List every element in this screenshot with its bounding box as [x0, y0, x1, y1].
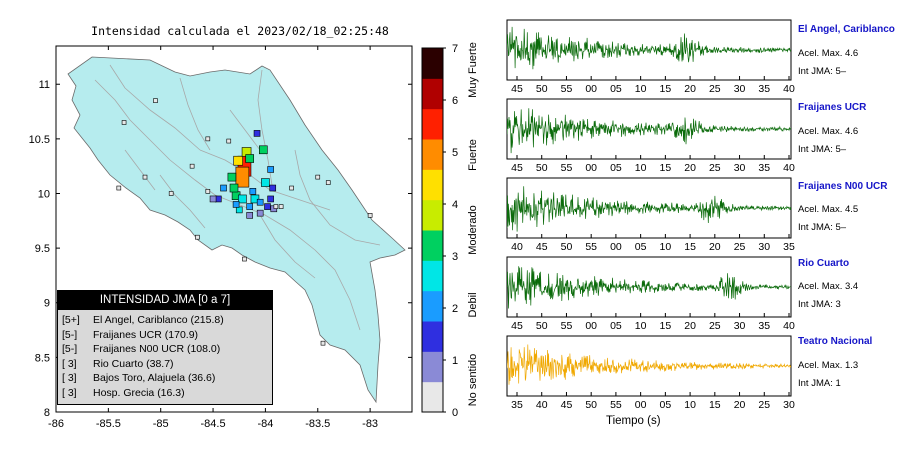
intensity-point	[153, 98, 158, 103]
intensity-point	[256, 209, 264, 217]
legend-row: [5-] Fraijanes UCR (170.9)	[62, 328, 272, 343]
intensity-point	[249, 188, 257, 195]
intensity-point	[315, 174, 321, 180]
intensity-point	[116, 185, 122, 191]
legend-station: Rio Cuarto (38.7)	[93, 357, 174, 370]
intensity-point	[273, 204, 279, 209]
intensity-point	[229, 183, 239, 193]
legend-row: [ 3] Hosp. Grecia (16.3)	[62, 386, 272, 401]
intensity-point	[269, 184, 277, 192]
map-y-tick-label: 8.5	[35, 352, 50, 364]
legend-level: [5-]	[62, 328, 78, 341]
intensity-point	[242, 256, 247, 262]
intensity-point	[205, 136, 211, 142]
intensity-point	[168, 191, 174, 196]
map-y-tick-label: 10.5	[29, 134, 50, 146]
intensity-point	[142, 174, 148, 180]
legend-station: Fraijanes N00 UCR (108.0)	[93, 343, 221, 356]
intensity-point	[325, 180, 331, 185]
intensity-point	[205, 189, 211, 194]
station-acel: Acel. Max. 4.6	[798, 48, 859, 59]
legend-station: Bajos Toro, Alajuela (36.6)	[93, 372, 216, 385]
intensity-point	[209, 195, 217, 203]
station-name: Fraijanes UCR	[798, 102, 867, 113]
intensity-point	[227, 172, 237, 182]
intensity-point	[246, 203, 254, 210]
legend-title: INTENSIDAD JMA [0 a 7]	[58, 291, 272, 310]
intensity-point	[267, 195, 274, 203]
map-title: Intensidad calculada el 2023/02/18_02:25…	[91, 24, 389, 38]
intensity-point	[121, 120, 127, 125]
intensity-point	[246, 212, 254, 219]
map-y-tick-label: 10	[38, 188, 50, 200]
intensity-point	[320, 340, 326, 346]
station-acel: Acel. Max. 4.5	[798, 204, 859, 215]
legend-row: [5+] El Angel, Cariblanco (215.8)	[62, 313, 272, 328]
map-x-tick-label: -83.5	[305, 418, 330, 430]
map-y-tick-label: 8	[44, 407, 50, 419]
station-jma: Int JMA: 5–	[798, 66, 847, 77]
legend-level: [5+]	[62, 314, 80, 326]
intensity-point	[261, 178, 270, 187]
costa-rica-landmass	[67, 56, 406, 404]
station-name: El Angel, Cariblanco	[798, 24, 895, 35]
intensity-point	[226, 138, 232, 144]
waveform-xlabel: Tiempo (s)	[606, 415, 661, 427]
intensity-point	[220, 184, 227, 192]
intensity-legend: INTENSIDAD JMA [0 a 7] [5+] El Angel, Car…	[57, 290, 273, 405]
station-acel: Acel. Max. 1.3	[798, 360, 859, 371]
map-y-tick-label: 11	[39, 79, 50, 91]
map-y-tick-label: 9.5	[35, 243, 50, 255]
map-x-tick-label: -86	[48, 418, 64, 430]
intensity-point	[264, 203, 271, 210]
legend-level: [ 3]	[62, 372, 77, 385]
intensity-point	[259, 145, 268, 155]
map-x-tick-label: -85.5	[96, 418, 121, 430]
legend-level: [5-]	[62, 343, 78, 356]
station-name: Rio Cuarto	[798, 258, 850, 269]
station-jma: Int JMA: 1	[798, 378, 841, 389]
map-x-tick-label: -84	[257, 418, 273, 430]
legend-station: Hosp. Grecia (16.3)	[93, 386, 185, 399]
intensity-point	[289, 185, 294, 191]
intensity-point	[238, 194, 247, 204]
map-x-tick-label: -84.5	[201, 418, 226, 430]
legend-level: [ 3]	[62, 386, 77, 399]
map-y-tick-label: 9	[44, 298, 50, 310]
intensity-point	[256, 198, 264, 206]
legend-station: El Angel, Cariblanco (215.8)	[93, 314, 224, 326]
intensity-point	[253, 130, 261, 137]
intensity-point	[278, 204, 284, 209]
legend-row: [ 3] Bajos Toro, Alajuela (36.6)	[62, 371, 272, 386]
station-jma: Int JMA: 3	[798, 299, 841, 310]
station-name: Fraijanes N00 UCR	[798, 181, 888, 192]
station-jma: Int JMA: 5–	[798, 222, 847, 233]
intensity-points	[116, 98, 373, 346]
legend-level: [ 3]	[62, 357, 77, 370]
intensity-point	[232, 201, 240, 208]
intensity-point	[195, 234, 200, 240]
intensity-point	[245, 154, 255, 163]
legend-row: [5-] Fraijanes N00 UCR (108.0)	[62, 342, 272, 357]
station-jma: Int JMA: 5–	[798, 144, 847, 155]
intensity-point	[235, 206, 243, 214]
intensity-point	[233, 155, 243, 166]
station-name: Teatro Nacional	[798, 336, 873, 347]
station-acel: Acel. Max. 3.4	[798, 281, 859, 292]
intensity-point	[367, 213, 373, 218]
legend-row: [ 3] Rio Cuarto (38.7)	[62, 357, 272, 372]
legend-station: Fraijanes UCR (170.9)	[93, 328, 199, 341]
intensity-point	[267, 166, 274, 173]
intensity-point	[189, 163, 195, 169]
map-frame	[55, 45, 413, 413]
legend-list: [5+] El Angel, Cariblanco (215.8) [5-] Fra…	[58, 310, 272, 401]
map-x-tick-label: -85	[153, 418, 169, 430]
map-x-tick-label: -83	[362, 418, 378, 430]
station-acel: Acel. Max. 4.6	[798, 126, 859, 137]
